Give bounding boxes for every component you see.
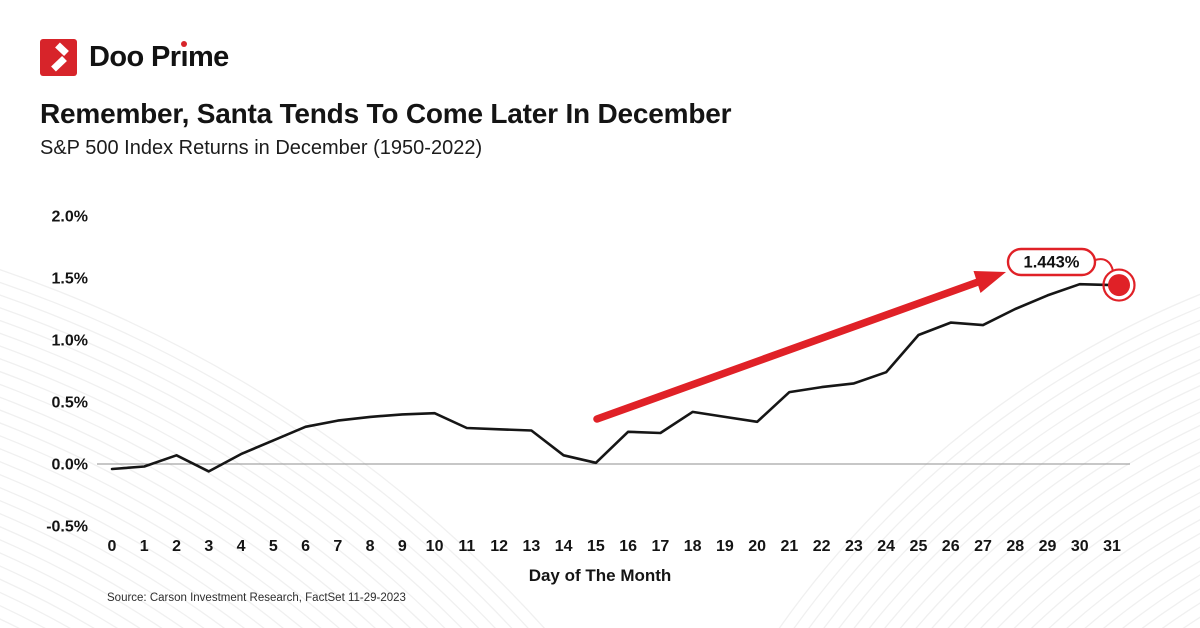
y-tick-label: -0.5% [46,519,88,536]
y-tick-label: 1.5% [52,271,88,288]
x-tick-label: 15 [587,538,605,555]
logo-chevron-top [55,42,69,57]
x-tick-label: 3 [204,538,213,555]
brand-letter-i: ı [180,39,189,76]
trend-arrow-head [973,271,1006,293]
end-point-dot [1108,274,1130,297]
brand-text-2: me [187,41,229,73]
x-tick-label: 22 [813,538,831,555]
brand-dotless-i: ı [180,41,188,73]
x-tick-label: 13 [522,538,540,555]
x-tick-label: 12 [490,538,508,555]
annotation-pill [1006,247,1097,277]
x-tick-label: 0 [108,538,117,555]
x-tick-label: 5 [269,538,278,555]
x-tick-label: 17 [651,538,669,555]
x-tick-label: 31 [1103,538,1121,555]
x-axis-title: Day of The Month [528,566,672,585]
x-tick-label: 27 [974,538,992,555]
y-tick-label: 1.0% [52,333,88,350]
x-tick-label: 20 [748,538,766,555]
brand-i-red-dot [181,41,188,47]
brand-name: Doo Prı me [89,39,229,76]
x-tick-label: 1 [140,538,149,555]
y-tick-label: 2.0% [52,209,88,226]
y-tick-label: 0.0% [52,457,88,474]
x-tick-label: 30 [1071,538,1089,555]
x-tick-label: 21 [781,538,799,555]
x-tick-label: 8 [366,538,375,555]
x-tick-label: 6 [301,538,310,555]
x-tick-label: 18 [684,538,702,555]
x-tick-label: 10 [426,538,444,555]
returns-line [110,282,1114,473]
x-tick-label: 2 [172,538,181,555]
page-title: Remember, Santa Tends To Come Later In D… [40,98,732,129]
x-tick-label: 14 [555,538,573,555]
doo-prime-logo-icon [40,39,77,76]
logo-chevron-bottom [51,55,67,72]
x-tick-label: 25 [910,538,928,555]
trend-arrow [593,278,982,423]
annotation-connector [1094,258,1114,272]
x-tick-label: 7 [333,538,342,555]
doo-prime-logo: Doo Prı me [40,39,229,76]
x-tick-label: 23 [845,538,863,555]
source-note: Source: Carson Investment Research, Fact… [107,592,406,604]
x-tick-label: 19 [716,538,734,555]
x-tick-label: 11 [458,538,475,555]
x-tick-label: 16 [619,538,637,555]
x-tick-label: 4 [237,538,246,555]
annotation-label: 1.443% [1024,254,1080,272]
y-tick-label: 0.5% [52,395,88,412]
page-subtitle: S&P 500 Index Returns in December (1950-… [40,137,483,159]
brand-text-1: Doo Pr [89,41,181,73]
x-tick-label: 28 [1006,538,1024,555]
logo-square [40,39,77,76]
x-tick-label: 24 [877,538,895,555]
x-tick-label: 26 [942,538,960,555]
x-tick-label: 9 [398,538,407,555]
end-point-ring [1102,268,1136,302]
x-tick-label: 29 [1039,538,1057,555]
